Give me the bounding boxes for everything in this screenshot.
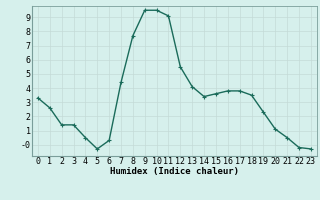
- X-axis label: Humidex (Indice chaleur): Humidex (Indice chaleur): [110, 167, 239, 176]
